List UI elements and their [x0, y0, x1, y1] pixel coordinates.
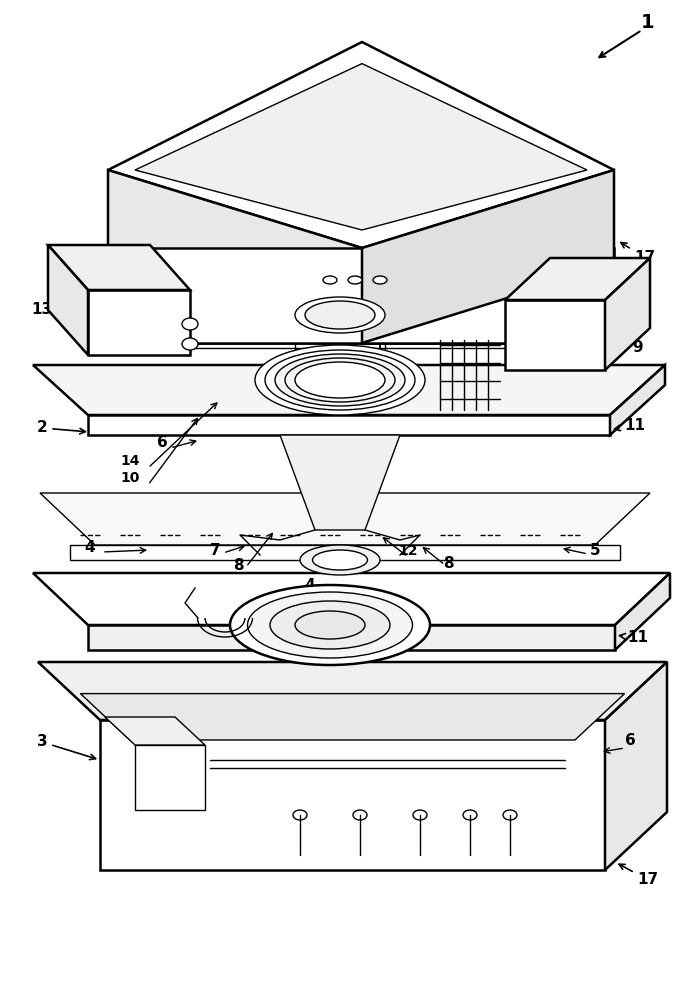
Text: 17: 17 [621, 243, 655, 265]
Ellipse shape [295, 297, 385, 333]
Ellipse shape [255, 345, 425, 415]
Text: 4: 4 [85, 540, 95, 555]
Text: 8: 8 [443, 556, 453, 571]
Polygon shape [605, 662, 667, 870]
Polygon shape [100, 720, 605, 870]
Ellipse shape [230, 585, 430, 665]
Text: 7: 7 [209, 543, 220, 558]
Text: 3: 3 [37, 734, 96, 760]
Polygon shape [40, 493, 650, 545]
Text: 2: 2 [37, 420, 85, 436]
Ellipse shape [182, 338, 198, 350]
Text: 5: 5 [590, 543, 600, 558]
Polygon shape [605, 258, 650, 370]
Ellipse shape [323, 276, 337, 284]
Polygon shape [615, 573, 670, 650]
Text: 6: 6 [625, 733, 635, 748]
Ellipse shape [270, 601, 390, 649]
Polygon shape [108, 170, 362, 343]
Text: 9: 9 [610, 340, 644, 356]
Polygon shape [88, 290, 190, 355]
Text: 12: 12 [398, 544, 418, 558]
Ellipse shape [313, 550, 367, 570]
Text: 11: 11 [619, 631, 648, 646]
Polygon shape [70, 545, 620, 560]
Polygon shape [105, 717, 205, 745]
Ellipse shape [305, 301, 375, 329]
Text: 13: 13 [32, 302, 84, 328]
Polygon shape [88, 415, 610, 435]
Ellipse shape [503, 810, 517, 820]
Text: 6: 6 [156, 435, 167, 450]
Polygon shape [38, 662, 667, 720]
Polygon shape [362, 170, 614, 343]
Polygon shape [135, 745, 205, 810]
Polygon shape [33, 573, 670, 625]
Text: 15: 15 [300, 257, 320, 271]
Ellipse shape [348, 276, 362, 284]
Text: 1: 1 [641, 12, 655, 31]
Polygon shape [610, 365, 665, 435]
Polygon shape [108, 248, 614, 343]
Text: 16: 16 [165, 282, 185, 303]
Ellipse shape [247, 592, 413, 658]
Text: 15: 15 [330, 249, 350, 263]
Text: 15: 15 [358, 244, 378, 258]
Polygon shape [135, 64, 587, 230]
Polygon shape [88, 625, 615, 650]
Text: 14: 14 [121, 454, 140, 468]
Text: 17: 17 [619, 864, 659, 888]
Text: 4: 4 [305, 578, 316, 593]
Polygon shape [48, 245, 190, 290]
Ellipse shape [182, 318, 198, 330]
Polygon shape [505, 258, 650, 300]
Polygon shape [81, 694, 625, 740]
Ellipse shape [295, 611, 365, 639]
Ellipse shape [353, 810, 367, 820]
Polygon shape [108, 42, 614, 248]
Ellipse shape [295, 362, 385, 398]
Polygon shape [505, 300, 605, 370]
Ellipse shape [413, 810, 427, 820]
Text: 11: 11 [615, 418, 646, 432]
Polygon shape [33, 365, 665, 415]
Text: 10: 10 [121, 471, 140, 485]
Ellipse shape [373, 276, 387, 284]
Polygon shape [280, 435, 400, 530]
Ellipse shape [463, 810, 477, 820]
Ellipse shape [275, 354, 405, 406]
Ellipse shape [293, 810, 307, 820]
Polygon shape [48, 245, 88, 355]
Ellipse shape [300, 545, 380, 575]
Text: 8: 8 [233, 558, 243, 573]
